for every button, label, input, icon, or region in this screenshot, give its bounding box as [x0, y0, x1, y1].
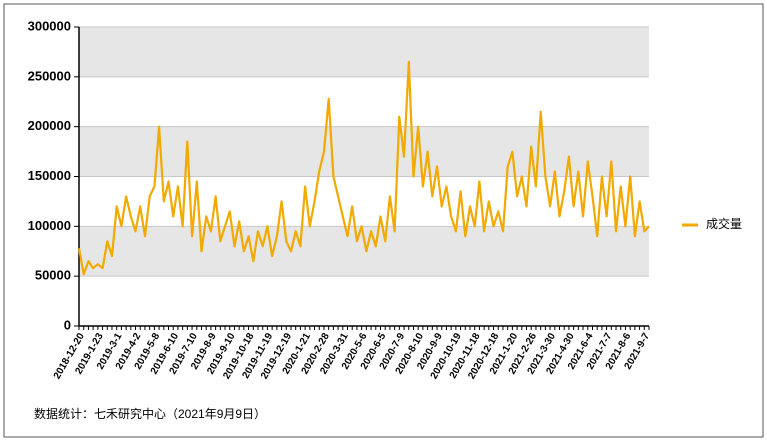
y-tick-label: 0: [64, 317, 71, 332]
series-line: [77, 60, 650, 276]
grid-band: [79, 126, 649, 177]
y-tick-label: 200000: [28, 118, 71, 133]
y-tick-label: 100000: [28, 218, 71, 233]
grid-band: [79, 27, 649, 77]
y-tick-label: 300000: [28, 18, 71, 33]
y-tick-label: 50000: [35, 268, 71, 283]
y-tick-label: 150000: [28, 168, 71, 183]
source-note: 数据统计：七禾研究中心（2021年9月9日）: [34, 406, 266, 421]
y-tick-label: 250000: [28, 68, 71, 83]
legend-label: 成交量: [706, 216, 742, 231]
